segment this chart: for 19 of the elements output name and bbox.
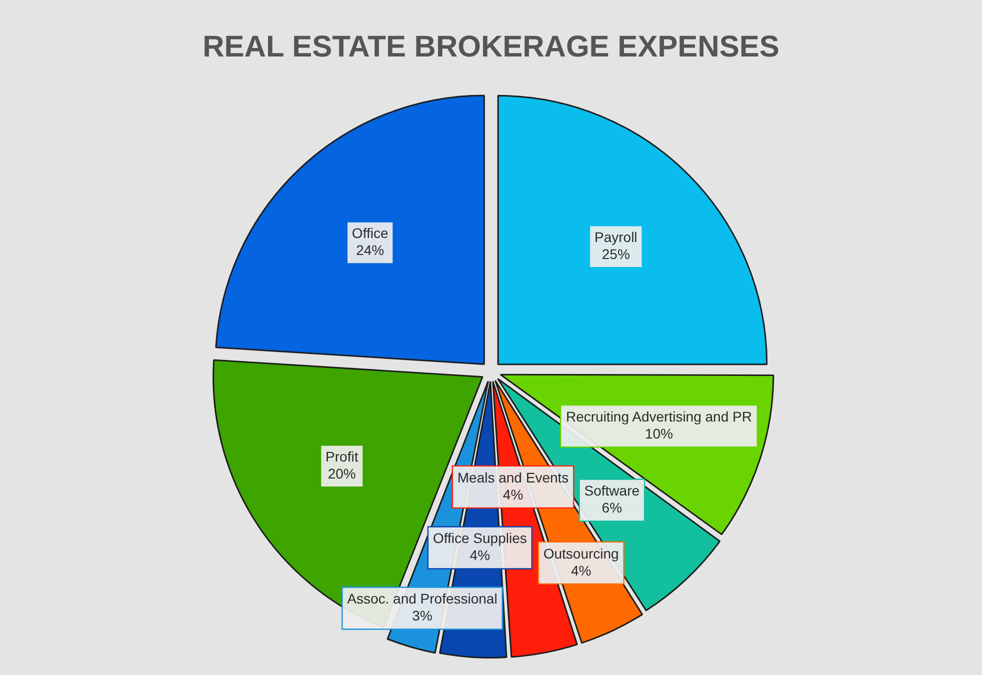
slice-label: Meals and Events	[457, 469, 569, 486]
slice-label: Office Supplies	[432, 530, 527, 546]
data-label: 24%	[356, 242, 384, 258]
data-label: 4%	[470, 547, 490, 564]
data-label: 3%	[412, 608, 432, 624]
data-label: 25%	[602, 246, 630, 262]
slice-label: Outsourcing	[543, 545, 619, 562]
data-label: 10%	[644, 425, 673, 442]
data-label: 4%	[502, 486, 524, 502]
data-label: 4%	[570, 562, 592, 578]
slice-label: Recruiting Advertising and PR	[566, 408, 752, 424]
chart-title: REAL ESTATE BROKERAGE EXPENSES	[202, 30, 780, 64]
data-label: 20%	[328, 466, 356, 482]
slice-label: Profit	[326, 448, 358, 464]
slice-label: Assoc. and Professional	[347, 590, 498, 607]
slice-label: Office	[352, 225, 388, 242]
slice-label: Payroll	[594, 228, 638, 245]
data-label: 6%	[602, 500, 622, 516]
slice-label: Software	[584, 482, 640, 499]
